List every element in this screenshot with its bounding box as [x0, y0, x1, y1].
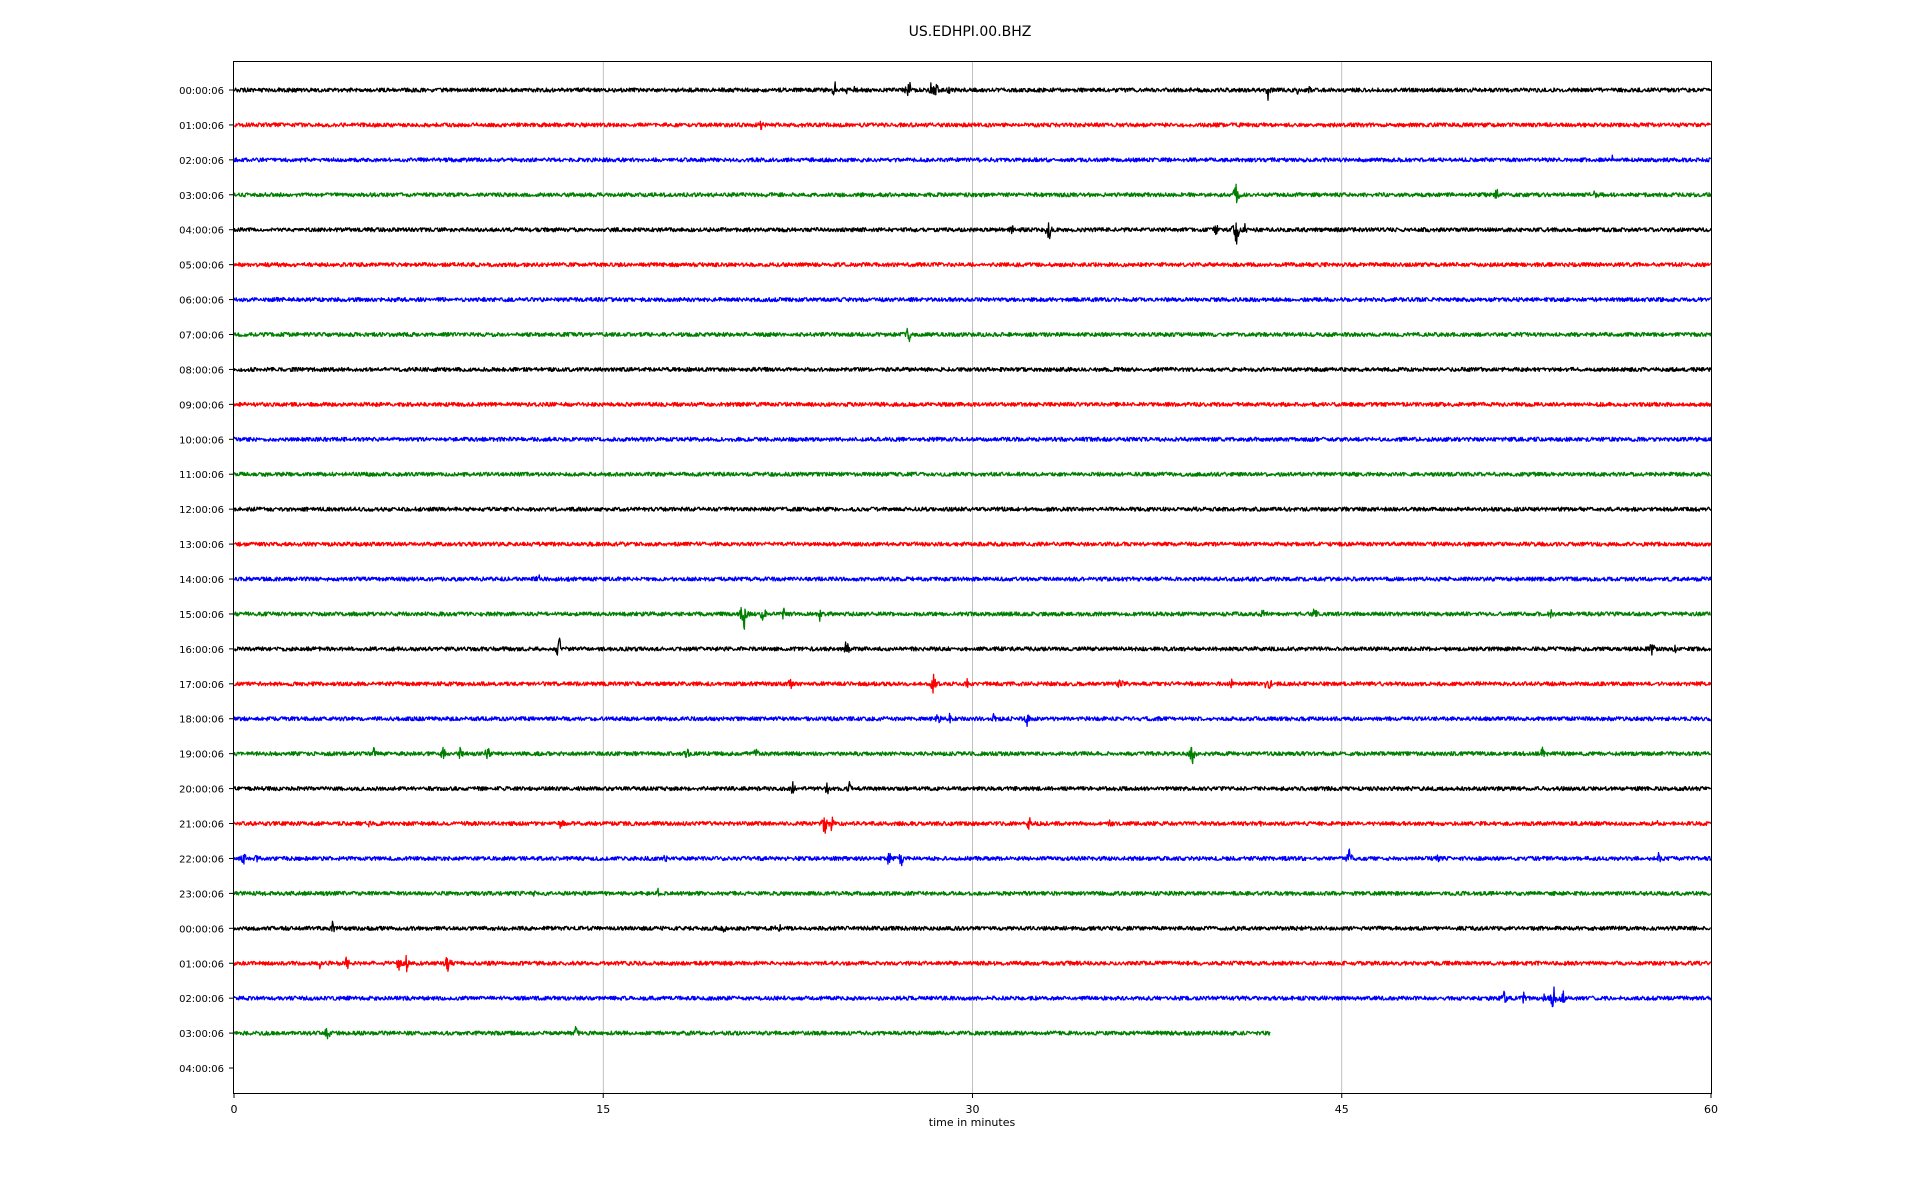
trace-line [233, 1025, 1271, 1040]
trace-line [233, 327, 1712, 343]
trace-line [233, 986, 1712, 1008]
trace-line [233, 816, 1712, 834]
row-time-label: 20:00:06 [179, 785, 224, 796]
axes-frame [233, 61, 1712, 1094]
trace-line [233, 673, 1712, 694]
x-tick-label: 60 [1704, 1103, 1718, 1116]
x-tick-label: 45 [1335, 1103, 1349, 1116]
row-time-label: 04:00:06 [179, 1064, 224, 1075]
trace-line [233, 401, 1712, 408]
row-time-label: 03:00:06 [179, 1029, 224, 1040]
row-time-label: 06:00:06 [179, 296, 224, 307]
trace-line [233, 506, 1712, 512]
row-time-label: 16:00:06 [179, 645, 224, 656]
x-axis-label: time in minutes [929, 1116, 1016, 1129]
row-time-label: 21:00:06 [179, 820, 224, 831]
trace-line [233, 296, 1711, 303]
trace-line [233, 712, 1712, 728]
trace-line [233, 606, 1711, 630]
row-time-label: 23:00:06 [179, 889, 224, 900]
trace-line [233, 154, 1712, 163]
row-time-label: 14:00:06 [179, 575, 224, 586]
x-tick-label: 0 [231, 1103, 238, 1116]
row-time-label: 18:00:06 [179, 715, 224, 726]
trace-line [233, 541, 1712, 547]
x-tick-label: 30 [966, 1103, 980, 1116]
chart-title: US.EDHPI.00.BHZ [909, 24, 1032, 40]
trace-line [233, 183, 1712, 204]
row-time-label: 01:00:06 [179, 121, 224, 132]
row-time-label: 08:00:06 [179, 365, 224, 376]
trace-line [233, 637, 1712, 656]
row-time-label: 07:00:06 [179, 331, 224, 342]
row-time-label: 11:00:06 [179, 470, 224, 481]
row-labels: 00:00:06 01:00:06 02:00:06 03:00:06 04:00:06… [179, 86, 234, 1075]
row-time-label: 00:00:06 [179, 86, 224, 97]
row-time-label: 12:00:06 [179, 505, 224, 516]
trace-line [233, 574, 1712, 583]
x-tick-label: 15 [596, 1103, 610, 1116]
row-time-label: 17:00:06 [179, 680, 224, 691]
trace-line [233, 887, 1712, 897]
trace-line [233, 920, 1711, 933]
trace-line [233, 746, 1712, 765]
row-time-label: 13:00:06 [179, 540, 224, 551]
trace-line [233, 366, 1712, 373]
row-time-label: 01:00:06 [179, 959, 224, 970]
x-axis-ticks: 0 15 30 45 60 [231, 1093, 1718, 1116]
row-time-label: 19:00:06 [179, 750, 224, 761]
row-time-label: 05:00:06 [179, 261, 224, 272]
trace-line [233, 262, 1712, 268]
trace-line [233, 222, 1712, 245]
row-time-label: 09:00:06 [179, 400, 224, 411]
row-time-label: 22:00:06 [179, 854, 224, 865]
row-time-label: 03:00:06 [179, 191, 224, 202]
vertical-grid [602, 61, 1343, 1093]
trace-line [233, 436, 1712, 442]
trace-line [233, 781, 1712, 795]
trace-layer [233, 81, 1712, 1040]
row-time-label: 02:00:06 [179, 156, 224, 167]
trace-line [233, 954, 1712, 973]
trace-line [233, 81, 1712, 101]
row-time-label: 00:00:06 [179, 924, 224, 935]
trace-line [233, 848, 1712, 867]
trace-line [233, 471, 1712, 477]
row-time-label: 10:00:06 [179, 435, 224, 446]
trace-line [233, 120, 1712, 131]
row-time-label: 15:00:06 [179, 610, 224, 621]
row-time-label: 04:00:06 [179, 226, 224, 237]
row-time-label: 02:00:06 [179, 994, 224, 1005]
